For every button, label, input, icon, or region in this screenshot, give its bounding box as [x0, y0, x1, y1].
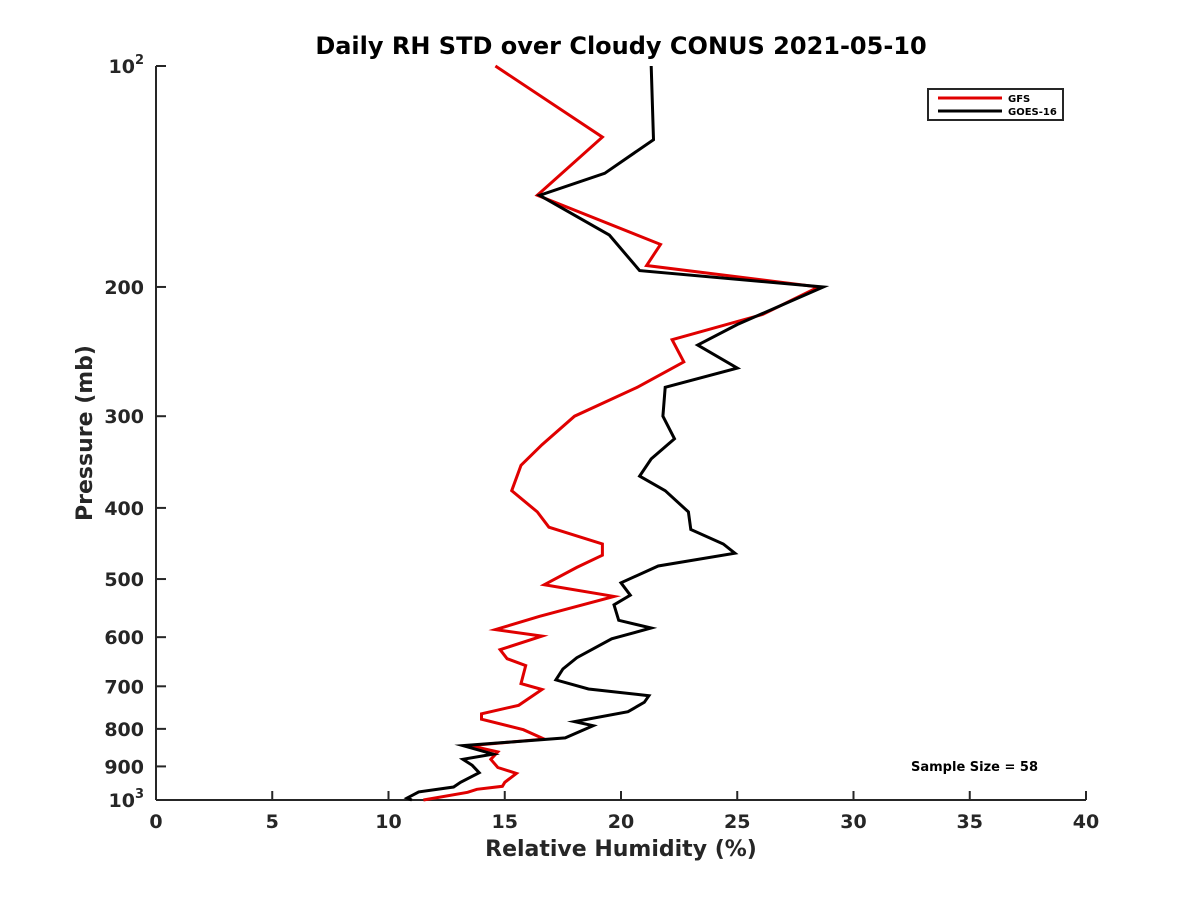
sample-size-annotation: Sample Size = 58 — [911, 760, 1038, 775]
x-tick-label: 15 — [492, 811, 518, 833]
y-tick-label: 800 — [104, 719, 144, 741]
series-line-goes-16 — [403, 65, 830, 802]
x-tick-label: 0 — [149, 811, 162, 833]
y-tick-label: 102 — [109, 53, 145, 78]
legend-label-goes-16: GOES-16 — [1008, 107, 1057, 118]
y-tick-label: 900 — [104, 756, 144, 778]
chart-title: Daily RH STD over Cloudy CONUS 2021-05-1… — [315, 32, 926, 60]
x-axis-label: Relative Humidity (%) — [485, 837, 757, 862]
y-tick-label: 600 — [104, 627, 144, 649]
y-axis-label: Pressure (mb) — [73, 345, 98, 521]
x-tick-label: 40 — [1073, 811, 1099, 833]
y-tick-label: 700 — [104, 676, 144, 698]
y-tick-label: 200 — [104, 277, 144, 299]
x-tick-label: 25 — [724, 811, 750, 833]
y-tick-label: 103 — [109, 787, 145, 812]
series-layer — [403, 64, 830, 802]
legend-box — [927, 88, 1064, 121]
y-tick-label: 300 — [104, 406, 144, 428]
y-tick-label: 500 — [104, 569, 144, 591]
series-line-gfs — [423, 64, 824, 802]
x-tick-label: 5 — [266, 811, 279, 833]
x-tick-label: 35 — [957, 811, 983, 833]
legend: GFS GOES-16 — [927, 88, 1064, 121]
axes: 0 5 10 15 20 25 30 35 40 102 200 300 400 500 600 700 800… — [104, 53, 1099, 833]
y-tick-label: 400 — [104, 498, 144, 520]
x-tick-label: 10 — [375, 811, 401, 833]
x-tick-label: 20 — [608, 811, 634, 833]
x-tick-label: 30 — [840, 811, 866, 833]
legend-label-gfs: GFS — [1008, 94, 1030, 105]
